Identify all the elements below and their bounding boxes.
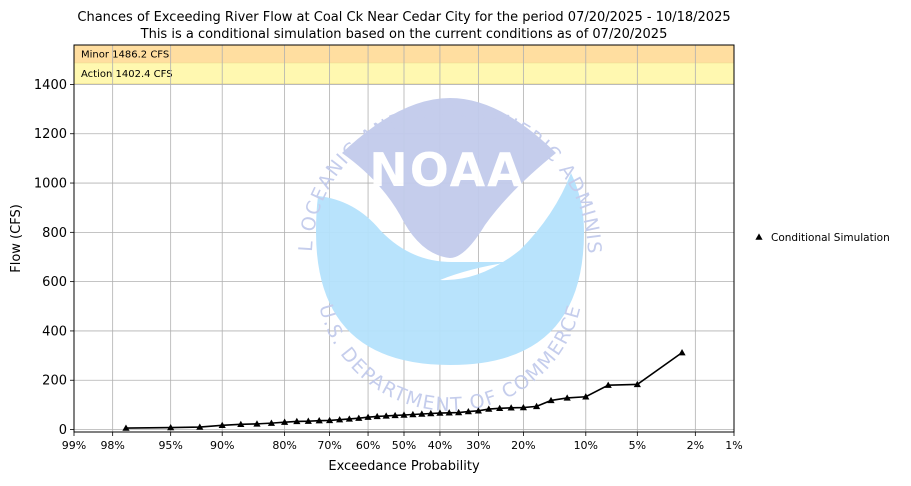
x-axis-ticks: 99% 98% 95% 90% 80% 70% 60% 50% 40% 30% 20% 10% 5% 2%… (62, 432, 743, 452)
x-tick-label: 98% (100, 439, 124, 452)
y-tick-label: 400 (42, 324, 67, 339)
x-tick-label: 40% (428, 439, 452, 452)
series-point (455, 408, 463, 416)
x-tick-label: 99% (62, 439, 86, 452)
series-point (326, 416, 334, 424)
x-tick-label: 2% (687, 439, 704, 452)
x-tick-label: 50% (392, 439, 416, 452)
x-tick-label: 1% (725, 439, 742, 452)
x-axis-label: Exceedance Probability (328, 459, 480, 474)
y-tick-label: 200 (42, 374, 67, 389)
series-point (122, 424, 130, 431)
series-layer (122, 349, 686, 431)
series-point (427, 409, 435, 417)
series-point (633, 380, 641, 388)
series-point (582, 393, 590, 400)
threshold-label-minor: Minor 1486.2 CFS (81, 50, 169, 61)
series-point (400, 411, 408, 418)
series-point (496, 404, 504, 412)
x-tick-label: 5% (629, 439, 646, 452)
series-point (345, 415, 353, 422)
y-axis-ticks: 0 200 400 600 800 1000 1200 1400 (34, 78, 74, 438)
series-point (436, 409, 444, 416)
series-point (281, 418, 289, 425)
series-point (547, 396, 555, 404)
x-tick-label: 80% (272, 439, 296, 452)
series-point (678, 349, 686, 356)
y-tick-label: 800 (42, 226, 67, 241)
series-point (304, 417, 312, 424)
x-tick-label: 70% (317, 439, 341, 452)
series-point (382, 412, 390, 419)
noaa-logo-center-text: NOAA (369, 143, 525, 197)
series-point (563, 394, 571, 401)
series-point (196, 423, 204, 430)
noaa-logo-lower-half (316, 173, 584, 365)
x-tick-label: 30% (466, 439, 490, 452)
series-point (315, 417, 323, 424)
series-point (474, 407, 482, 414)
noaa-logo-upper-half (342, 98, 556, 258)
x-tick-label: 95% (158, 439, 182, 452)
series-point (532, 402, 541, 410)
y-tick-label: 1400 (34, 78, 67, 93)
series-point (167, 423, 175, 431)
y-tick-label: 600 (42, 275, 67, 290)
x-tick-label: 20% (511, 439, 535, 452)
x-tick-label: 10% (574, 439, 598, 452)
series-point (418, 410, 426, 417)
series-point (373, 412, 381, 420)
series-point (253, 420, 261, 427)
series-point (604, 381, 612, 388)
series-point (519, 403, 527, 411)
x-tick-label: 90% (210, 439, 234, 452)
series-point (485, 405, 493, 412)
y-tick-label: 1200 (34, 127, 67, 142)
series-point (391, 411, 399, 419)
x-tick-label: 60% (356, 439, 380, 452)
y-tick-label: 0 (59, 423, 67, 438)
threshold-label-action: Action 1402.4 CFS (81, 69, 173, 80)
chart-subtitle: This is a conditional simulation based o… (140, 27, 668, 42)
series-point (355, 414, 363, 421)
series-point (293, 417, 301, 425)
series-point (237, 420, 245, 428)
series-point (445, 409, 453, 416)
chart-title: Chances of Exceeding River Flow at Coal … (77, 10, 730, 25)
series-point (464, 407, 472, 415)
y-axis-label: Flow (CFS) (9, 204, 24, 273)
series-point (409, 410, 417, 418)
series-point (336, 416, 344, 423)
legend-label: Conditional Simulation (771, 232, 890, 244)
y-tick-label: 1000 (34, 177, 67, 192)
series-point (507, 404, 515, 411)
legend-marker (755, 233, 763, 240)
series-point (364, 413, 372, 420)
series-point (218, 421, 226, 429)
legend: Conditional Simulation (755, 232, 890, 244)
series-point (267, 419, 276, 426)
